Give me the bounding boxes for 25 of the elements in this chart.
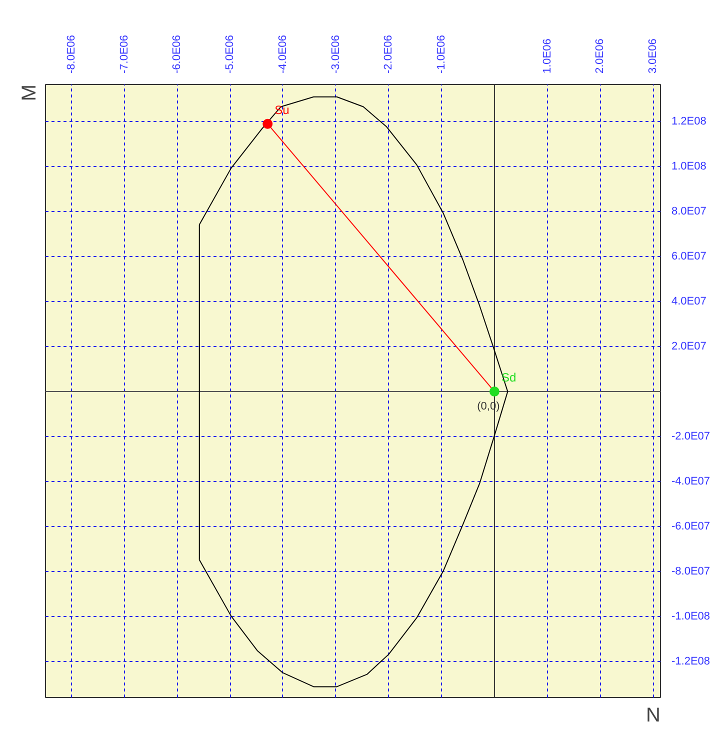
y-tick-label: -1.2E08 <box>672 656 710 668</box>
y-axis-title: M <box>18 84 40 102</box>
y-tick-label: -1.0E08 <box>672 610 710 623</box>
x-tick-label: -8.0E06 <box>65 34 78 74</box>
y-tick-label: 1.0E08 <box>672 160 706 173</box>
x-tick-label: 1.0E06 <box>541 38 554 74</box>
x-tick-label: 3.0E06 <box>647 38 660 74</box>
y-tick-label: -6.0E07 <box>672 520 710 533</box>
x-tick-label: 2.0E06 <box>594 38 606 74</box>
x-tick-label: -1.0E06 <box>436 34 448 74</box>
y-tick-label: -8.0E07 <box>672 566 710 578</box>
x-tick-label: -7.0E06 <box>118 34 130 74</box>
y-tick-label: 6.0E07 <box>672 250 706 263</box>
y-tick-label: 4.0E07 <box>672 296 706 308</box>
y-tick-label: -4.0E07 <box>672 476 710 488</box>
y-tick-label: 1.2E08 <box>672 116 706 128</box>
x-tick-label: -4.0E06 <box>276 34 289 74</box>
x-tick-label: -2.0E06 <box>382 34 395 74</box>
x-tick-label: -3.0E06 <box>330 34 342 74</box>
y-tick-label: 2.0E07 <box>672 340 706 353</box>
y-tick-label: 8.0E07 <box>672 206 706 218</box>
x-tick-label: -5.0E06 <box>224 34 236 74</box>
x-tick-label: -6.0E06 <box>171 34 184 74</box>
y-tick-label: -2.0E07 <box>672 430 710 443</box>
x-axis-title: N <box>646 704 661 726</box>
